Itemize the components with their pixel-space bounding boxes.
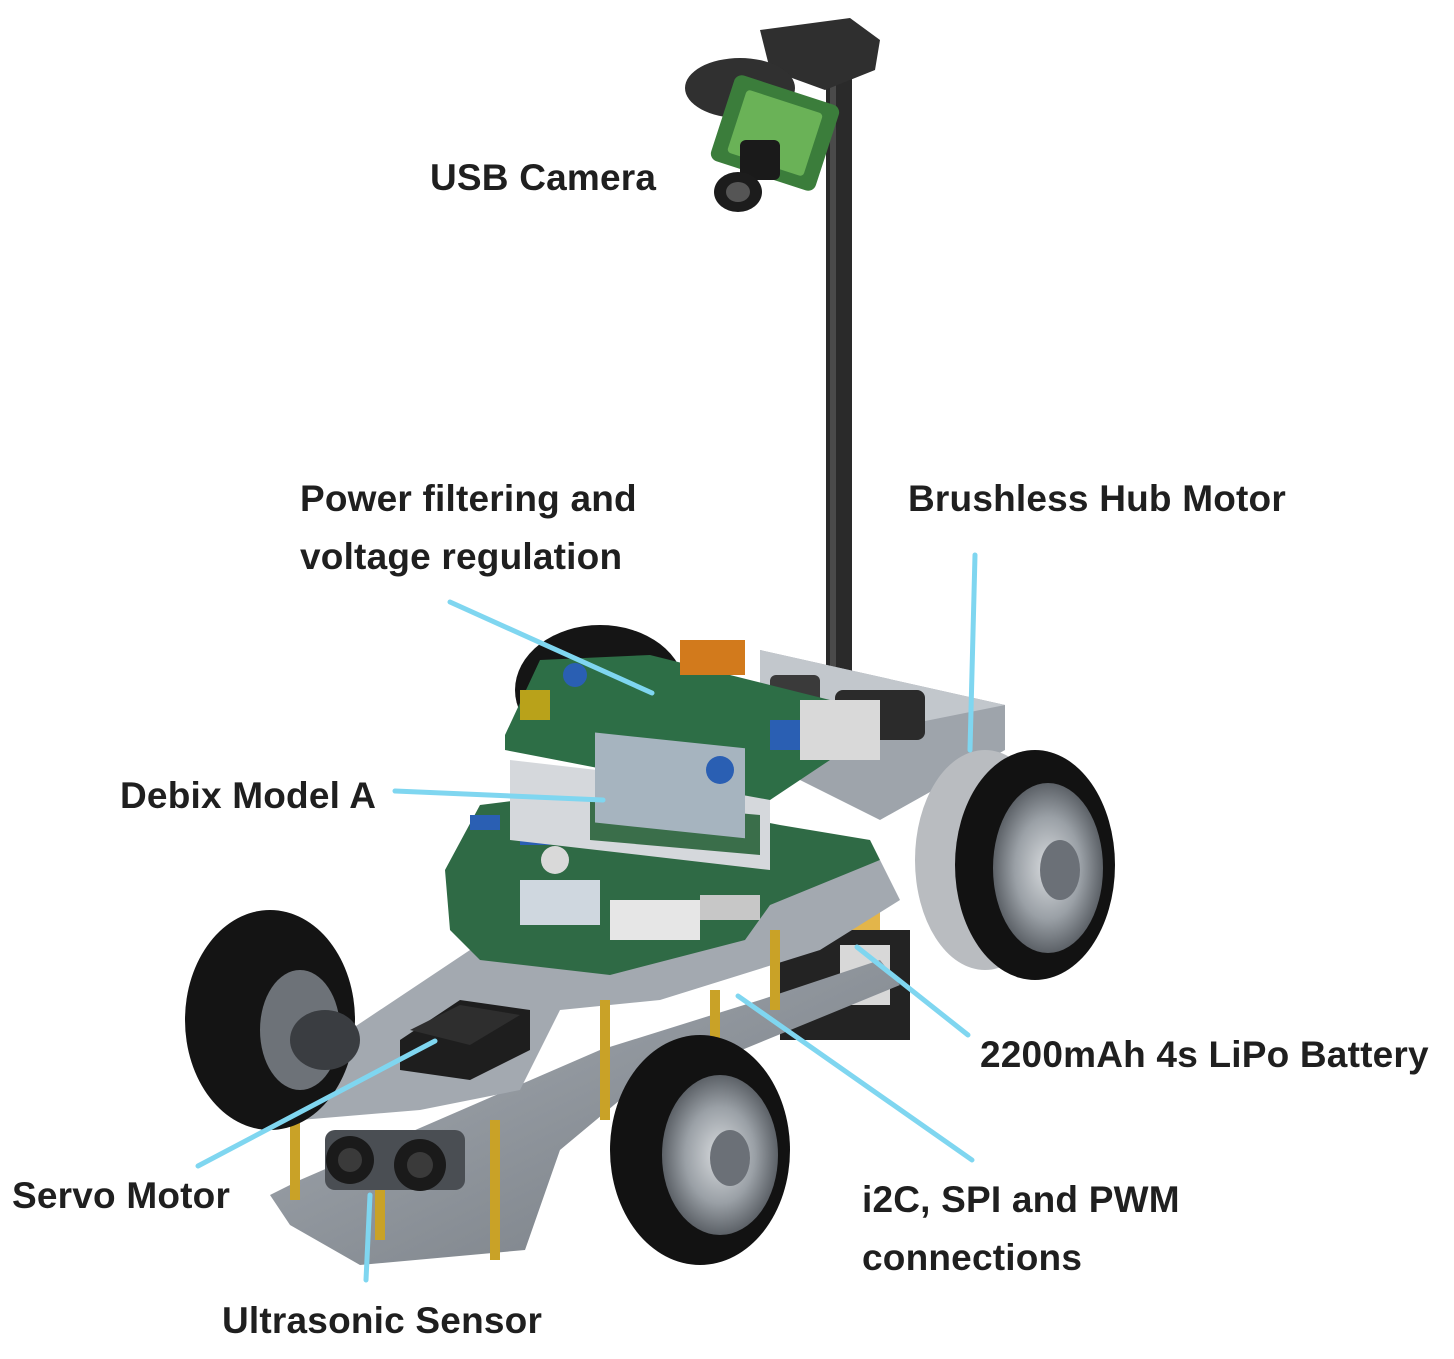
leader-ultrasonic <box>363 1192 373 1283</box>
front-left-wheel <box>185 910 360 1130</box>
leader-servo <box>195 1038 438 1169</box>
label-ultrasonic-sensor: Ultrasonic Sensor <box>222 1300 543 1341</box>
front-right-wheel <box>610 1035 790 1265</box>
leader-lines <box>195 552 978 1283</box>
leader-debix <box>392 788 606 803</box>
leader-i2c <box>735 993 975 1163</box>
label-i2c-line-2: connections <box>862 1237 1083 1278</box>
leader-power <box>447 599 655 696</box>
brushless-hub-motor-wheel <box>915 750 1115 980</box>
label-i2c-spi-pwm: i2C, SPI and PWM connections <box>862 1171 1180 1287</box>
label-usb-camera: USB Camera <box>430 157 657 198</box>
servo-motor-part <box>400 1000 530 1080</box>
leader-brushless <box>967 552 978 753</box>
label-power-regulation: Power filtering and voltage regulation <box>300 470 637 586</box>
power-regulation-board <box>505 640 880 839</box>
label-servo-motor: Servo Motor <box>12 1175 231 1216</box>
label-power-line-1: Power filtering and <box>300 478 637 519</box>
label-debix-model-a: Debix Model A <box>120 775 377 816</box>
leader-battery <box>854 944 971 1038</box>
ultrasonic-sensor-part <box>325 1130 465 1191</box>
label-power-line-2: voltage regulation <box>300 536 623 577</box>
label-brushless-hub-motor: Brushless Hub Motor <box>908 478 1286 519</box>
usb-camera-part <box>685 18 880 710</box>
label-lipo-battery: 2200mAh 4s LiPo Battery <box>980 1034 1429 1075</box>
label-i2c-line-1: i2C, SPI and PWM <box>862 1179 1180 1220</box>
